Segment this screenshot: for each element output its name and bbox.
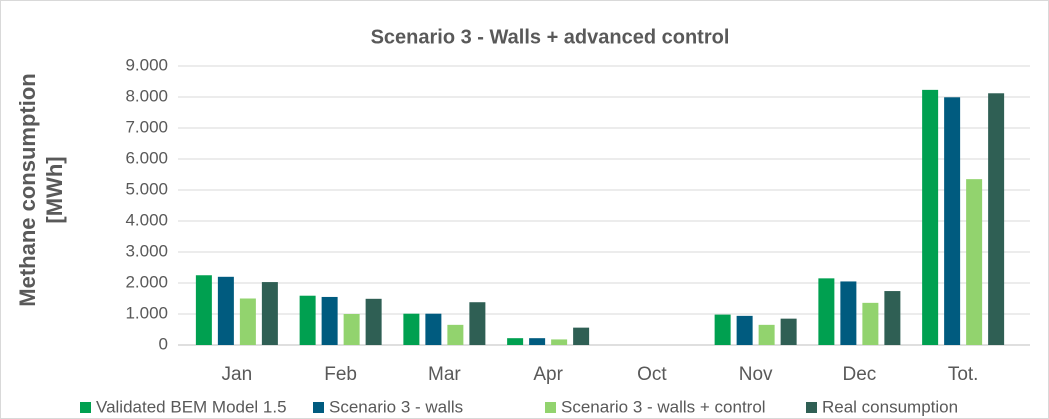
bar — [884, 291, 901, 345]
bar — [922, 89, 939, 346]
bar — [239, 298, 256, 345]
bar — [195, 275, 212, 345]
legend-swatch — [806, 402, 817, 413]
y-tick-label: 3.000 — [125, 241, 168, 260]
bar — [840, 281, 857, 345]
bar — [529, 338, 546, 345]
y-tick-label: 8.000 — [125, 86, 168, 105]
bar — [988, 93, 1005, 345]
bar — [261, 282, 278, 345]
bar — [425, 313, 442, 345]
chart-title: Scenario 3 - Walls + advanced control — [371, 26, 730, 48]
bar — [818, 278, 835, 345]
y-tick-label: 9.000 — [125, 55, 168, 74]
legend-label: Validated BEM Model 1.5 — [96, 397, 287, 416]
bar — [862, 302, 879, 345]
x-tick-label: Mar — [428, 364, 461, 385]
bar — [966, 179, 983, 345]
bar — [469, 302, 486, 345]
bar — [573, 327, 590, 345]
bar — [365, 298, 382, 345]
bar — [551, 339, 568, 345]
y-tick-label: 1.000 — [125, 303, 168, 322]
bar — [780, 318, 797, 345]
y-tick-label: 6.000 — [125, 148, 168, 167]
x-tick-label: Nov — [739, 364, 773, 385]
bar — [714, 314, 731, 345]
y-tick-label: 4.000 — [125, 210, 168, 229]
bar — [403, 313, 420, 345]
legend-swatch — [545, 402, 556, 413]
x-tick-label: Apr — [533, 364, 563, 385]
bar — [736, 315, 753, 345]
legend-swatch — [80, 402, 91, 413]
x-tick-label: Feb — [324, 364, 357, 385]
bar — [447, 324, 464, 345]
x-tick-label: Oct — [637, 364, 667, 385]
bar — [758, 324, 775, 345]
x-tick-label: Dec — [842, 364, 876, 385]
y-tick-label: 0 — [159, 334, 168, 353]
bar — [343, 314, 360, 345]
x-tick-label: Jan — [222, 364, 253, 385]
y-tick-label: 2.000 — [125, 272, 168, 291]
x-tick-label: Tot. — [948, 364, 979, 385]
bar — [507, 338, 524, 345]
y-axis-label: Methane consumption [MWh] — [15, 73, 67, 307]
legend-swatch — [313, 402, 324, 413]
bar — [299, 295, 316, 345]
bar — [321, 296, 338, 345]
y-tick-label: 5.000 — [125, 179, 168, 198]
legend-label: Scenario 3 - walls — [329, 397, 463, 416]
bar — [217, 276, 234, 345]
y-tick-label: 7.000 — [125, 117, 168, 136]
legend-label: Real consumption — [822, 397, 958, 416]
bar — [944, 97, 961, 345]
legend-label: Scenario 3 - walls + control — [561, 397, 766, 416]
